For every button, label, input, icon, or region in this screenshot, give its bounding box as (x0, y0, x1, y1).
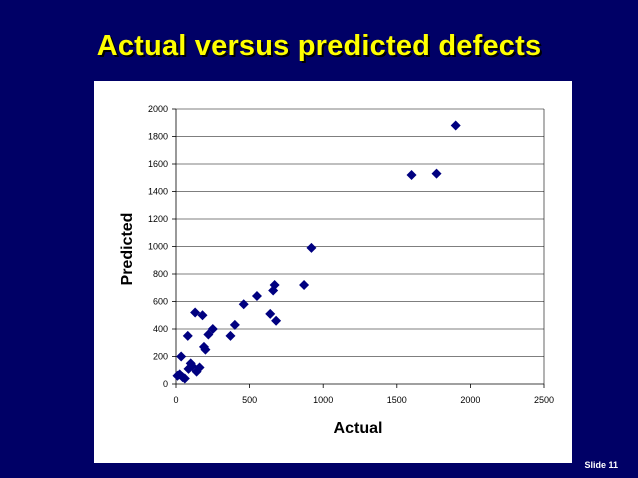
data-point-2 (176, 351, 187, 362)
data-point-18 (229, 319, 240, 330)
y-tick-label: 1200 (148, 214, 168, 224)
data-point-16 (207, 324, 218, 334)
y-tick-label: 200 (153, 352, 168, 362)
data-point-20 (251, 291, 262, 301)
y-tick-label: 2000 (148, 104, 168, 114)
slide-title: Actual versus predicted defects (96, 30, 542, 62)
data-point-17 (225, 330, 236, 341)
data-point-12 (197, 310, 208, 321)
y-tick-label: 1600 (148, 159, 168, 169)
y-tick-label: 1400 (148, 187, 168, 197)
data-point-25 (299, 280, 310, 290)
y-tick-label: 600 (153, 297, 168, 307)
data-point-28 (431, 168, 442, 179)
x-tick-label: 2500 (534, 395, 554, 405)
y-tick-label: 400 (153, 324, 168, 334)
data-point-27 (406, 170, 417, 180)
data-point-19 (238, 299, 249, 310)
y-tick-label: 1800 (148, 132, 168, 142)
data-point-4 (179, 373, 190, 384)
scatter-chart: 0 500 1000 1500 2000 2500 0 200 400 600 800 1000 12… (119, 104, 554, 437)
data-point-24 (271, 315, 282, 326)
x-tick-label: 1000 (313, 395, 333, 405)
data-point-11 (194, 362, 205, 373)
data-point-21 (265, 308, 276, 319)
x-tick-label: 500 (242, 395, 257, 405)
x-tick-label: 1500 (387, 395, 407, 405)
x-tick-label: 0 (173, 395, 178, 405)
slide-number: Slide 11 (584, 460, 618, 470)
data-point-9 (190, 307, 201, 318)
data-points (172, 120, 461, 384)
data-point-26 (306, 242, 317, 253)
x-tick-label: 2000 (460, 395, 480, 405)
x-axis-title: Actual (334, 420, 383, 437)
chart-panel: 0 500 1000 1500 2000 2500 0 200 400 600 800 1000 12… (94, 81, 572, 463)
x-tick-labels: 0 500 1000 1500 2000 2500 (173, 395, 554, 405)
data-point-14 (200, 344, 211, 355)
y-tick-label: 800 (153, 269, 168, 279)
gridlines (176, 108, 544, 357)
axes (172, 108, 545, 388)
data-point-23 (269, 280, 280, 290)
data-point-29 (450, 120, 461, 131)
y-tick-labels: 0 200 400 600 800 1000 1200 1400 1600 1800 2000 (148, 104, 168, 389)
y-tick-label: 0 (163, 379, 168, 389)
y-axis-title: Predicted (119, 213, 136, 286)
y-tick-label: 1000 (148, 242, 168, 252)
data-point-5 (182, 330, 193, 341)
